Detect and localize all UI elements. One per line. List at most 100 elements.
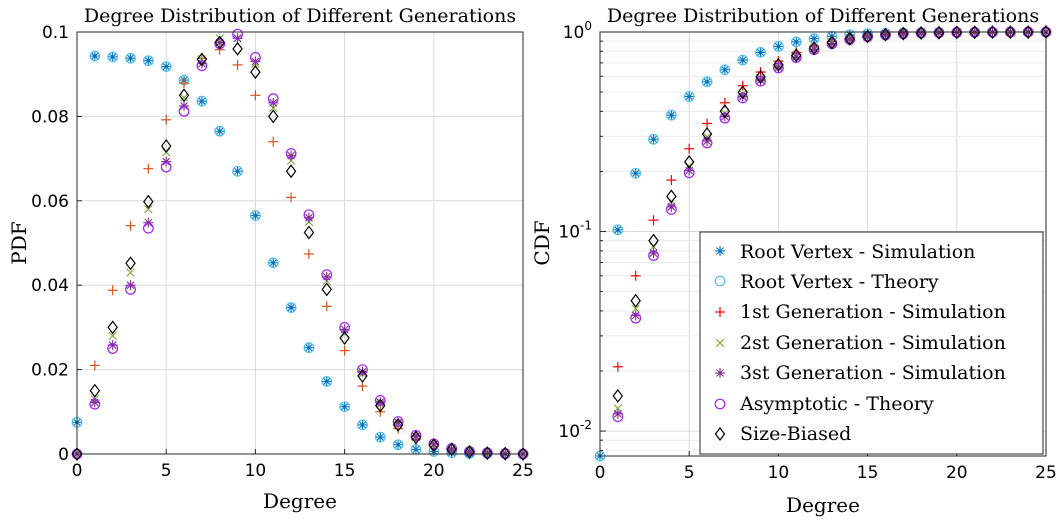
cdf-chart: 0 5 10 15 20 25 10-2 10-1 100 Degree Distributio… [530,5,1057,517]
pdf-point-circle [339,401,351,413]
pdf-point-circle [89,50,101,62]
pdf-point-circle [285,302,297,313]
cdf-point-diamond [648,233,659,248]
cdf-axes-box [599,31,1047,457]
cdf-point-diamond [808,40,820,55]
cdf-point-plus [612,361,623,372]
pdf-point-diamond [160,138,172,153]
cdf-point-asterisk [755,47,766,58]
cdf-point-circle [665,204,677,215]
legend-label-asymptotic: Asymptotic - Theory [739,393,934,415]
cdf-point-diamond [630,293,641,308]
pdf-axes-box [76,31,524,455]
cdf-point-diamond [773,57,784,72]
pdf-point-asterisk [393,439,404,450]
cdf-point-circle [719,64,731,76]
legend-marker-asterisk [715,246,725,256]
cdf-point-circle [648,133,659,145]
pdf-point-diamond [250,65,261,80]
pdf-point-asterisk [410,444,421,455]
pdf-point-diamond [196,52,208,67]
pdf-point-diamond [357,368,368,383]
pdf-point-diamond [517,447,529,461]
cdf-point-diamond [933,25,945,40]
pdf-point-plus [179,78,190,89]
pdf-point-plus [89,360,100,371]
pdf-point-diamond [178,88,190,103]
legend-marker-circle [714,275,726,287]
pdf-point-diamond [410,430,422,445]
cdf-point-diamond [862,29,873,44]
pdf-y-tick-label: 0.02 [31,361,69,381]
pdf-point-circle [392,416,404,427]
pdf-point-plus [286,192,297,203]
pdf-y-tick-label: 0.06 [31,192,69,212]
pdf-point-asterisk [143,217,154,228]
pdf-point-circle [267,257,279,269]
pdf-x-tick-label: 10 [245,461,267,481]
legend-label-size-biased: Size-Biased [740,423,851,445]
cdf-point-circle [701,76,713,88]
pdf-point-diamond [232,41,243,56]
pdf-point-asterisk [321,376,332,387]
cdf-point-plus [666,175,677,186]
pdf-point-diamond [125,256,136,271]
pdf-x-tick-label: 0 [72,461,83,481]
cdf-point-circle [612,411,624,423]
cdf-point-circle [773,62,784,74]
pdf-point-asterisk [303,342,314,353]
pdf-point-asterisk [89,51,100,62]
legend-label-root-theory: Root Vertex - Theory [740,271,939,293]
pdf-y-tick-label: 0.04 [31,276,69,296]
legend: Root Vertex - Simulation Root Vertex - T… [699,231,1044,455]
cdf-point-diamond [683,155,695,170]
pdf-point-asterisk [339,324,350,335]
cdf-point-diamond [1005,25,1016,40]
pdf-point-plus [107,285,118,296]
pdf-point-circle [357,364,368,376]
pdf-point-diamond [446,442,457,457]
pdf-point-diamond [107,320,118,335]
cdf-point-diamond [737,85,748,100]
cdf-point-diamond [1022,25,1034,40]
cdf-x-tick-label: 0 [595,463,606,483]
pdf-point-asterisk [232,166,243,177]
cdf-point-asterisk [612,224,623,235]
cdf-point-circle [737,92,749,104]
pdf-point-diamond [303,225,315,240]
pdf-point-circle [321,269,333,281]
legend-marker-circle [714,398,726,410]
cdf-x-tick-label: 15 [857,463,879,483]
pdf-point-circle [249,210,261,221]
pdf-point-asterisk [286,302,297,313]
cdf-point-diamond [826,35,838,50]
cdf-point-circle [683,91,695,102]
pdf-point-circle [303,342,315,354]
pdf-point-x [144,205,153,214]
pdf-point-circle [285,148,297,159]
cdf-point-circle [719,112,731,124]
pdf-point-circle [392,439,404,451]
cdf-y-axis-label: CDF [530,220,554,265]
pdf-point-circle [303,209,315,221]
pdf-x-tick-label: 25 [512,461,534,481]
pdf-point-diamond [464,444,475,459]
legend-label-gen3: 3st Generation - Simulation [740,362,1006,384]
cdf-point-diamond [969,25,980,40]
cdf-point-circle [790,52,802,63]
cdf-point-diamond [844,31,856,46]
pdf-x-axis-label: Degree [263,489,337,513]
pdf-chart: 0 5 10 15 20 25 0 0.02 0.04 0.06 0.08 0.1 Degree Di… [7,5,534,513]
pdf-point-circle [160,61,172,73]
cdf-point-asterisk [791,36,802,47]
cdf-point-circle [665,109,677,121]
cdf-point-diamond [880,27,891,42]
pdf-point-asterisk [321,271,332,282]
pdf-point-plus [339,345,350,356]
pdf-point-asterisk [375,432,386,443]
pdf-point-circle [125,52,136,64]
pdf-point-circle [107,51,119,63]
cdf-point-asterisk [702,76,713,87]
pdf-x-tick-label: 5 [161,461,172,481]
